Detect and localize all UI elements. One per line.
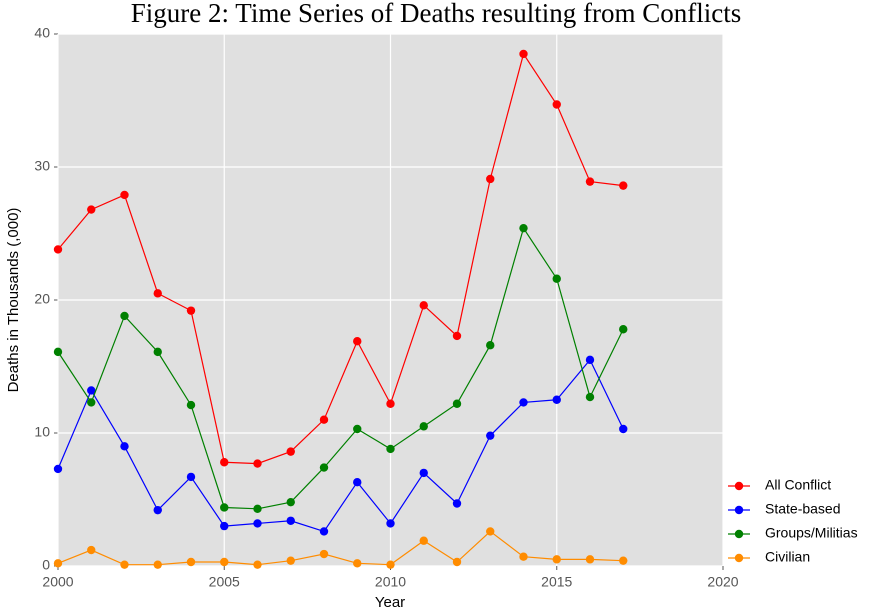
data-point (120, 442, 129, 451)
data-point (53, 559, 63, 568)
legend-marker (734, 481, 744, 491)
data-point (87, 386, 96, 395)
data-point (319, 549, 329, 559)
data-point (220, 557, 229, 567)
data-point (87, 545, 96, 555)
data-point (419, 301, 428, 310)
data-point (552, 100, 561, 109)
data-point (585, 555, 595, 564)
data-point (253, 519, 262, 528)
data-point (319, 463, 329, 472)
x-tick-label: 2000 (42, 574, 73, 590)
data-point (419, 536, 428, 545)
legend-label: All Conflict (765, 477, 831, 493)
data-point (452, 499, 462, 508)
data-point (519, 552, 528, 561)
data-point (153, 560, 162, 569)
legend-label: Civilian (765, 549, 810, 565)
data-point (353, 424, 362, 434)
series-line (57, 226, 624, 510)
data-point (186, 472, 196, 482)
data-point (319, 527, 329, 536)
data-point (386, 519, 395, 528)
data-point (220, 521, 229, 531)
data-point (619, 556, 628, 565)
x-axis-label: Year (375, 594, 405, 611)
y-axis-label: Deaths in Thousands (,000) (5, 208, 22, 393)
data-point (486, 174, 495, 184)
data-point (452, 399, 462, 408)
data-point (585, 392, 595, 402)
data-point (286, 516, 295, 525)
chart-title: Figure 2: Time Series of Deaths resultin… (131, 0, 741, 28)
data-point (486, 341, 495, 350)
y-tick-label: 30 (34, 158, 50, 174)
data-point (253, 560, 262, 569)
data-point (53, 245, 63, 254)
data-point (53, 347, 63, 357)
y-tick-label: 10 (34, 424, 50, 440)
data-point (120, 190, 129, 200)
data-point (53, 464, 63, 474)
legend-marker (734, 529, 744, 539)
data-point (286, 556, 295, 565)
series-line (57, 358, 624, 533)
data-point (486, 527, 495, 536)
data-point (153, 289, 162, 298)
data-point (486, 431, 495, 440)
data-point (552, 395, 561, 404)
data-point (619, 325, 628, 334)
legend-label: State-based (765, 501, 841, 517)
data-point (286, 447, 295, 456)
y-tick-label: 40 (34, 25, 50, 41)
legend-marker (734, 505, 744, 515)
data-point (552, 274, 561, 283)
data-point (353, 337, 362, 346)
data-point (585, 177, 595, 186)
data-point (619, 181, 628, 190)
data-point (353, 559, 362, 568)
data-point (286, 497, 295, 507)
data-point (220, 503, 229, 512)
data-point (519, 398, 528, 407)
data-point (120, 311, 129, 321)
data-point (153, 505, 162, 515)
data-point (186, 306, 196, 315)
data-point (519, 49, 528, 59)
x-tick-label: 2005 (209, 574, 240, 590)
series-line (57, 52, 624, 465)
data-point (87, 205, 96, 214)
data-point (319, 415, 329, 424)
data-point (186, 400, 196, 410)
data-point (452, 557, 462, 567)
y-tick-label: 0 (42, 557, 50, 573)
data-point (220, 458, 229, 467)
data-point (619, 424, 628, 434)
data-point (419, 468, 428, 478)
data-point (87, 398, 96, 407)
y-tick-label: 20 (34, 291, 50, 307)
legend-marker (734, 553, 744, 563)
data-point (386, 444, 395, 454)
x-tick-label: 2015 (541, 574, 572, 590)
data-point (386, 560, 395, 569)
x-tick-label: 2010 (375, 574, 406, 590)
data-point (353, 478, 362, 487)
x-tick-label: 2020 (707, 574, 738, 590)
data-point (519, 223, 528, 233)
data-point (120, 560, 129, 569)
series-line (57, 530, 624, 566)
data-point (253, 459, 262, 468)
data-point (386, 399, 395, 408)
data-point (585, 355, 595, 365)
data-point (253, 504, 262, 514)
data-point (452, 331, 462, 341)
data-point (419, 422, 428, 431)
data-point (552, 555, 561, 564)
data-point (186, 557, 196, 567)
data-point (153, 347, 162, 357)
legend-label: Groups/Militias (765, 525, 858, 541)
